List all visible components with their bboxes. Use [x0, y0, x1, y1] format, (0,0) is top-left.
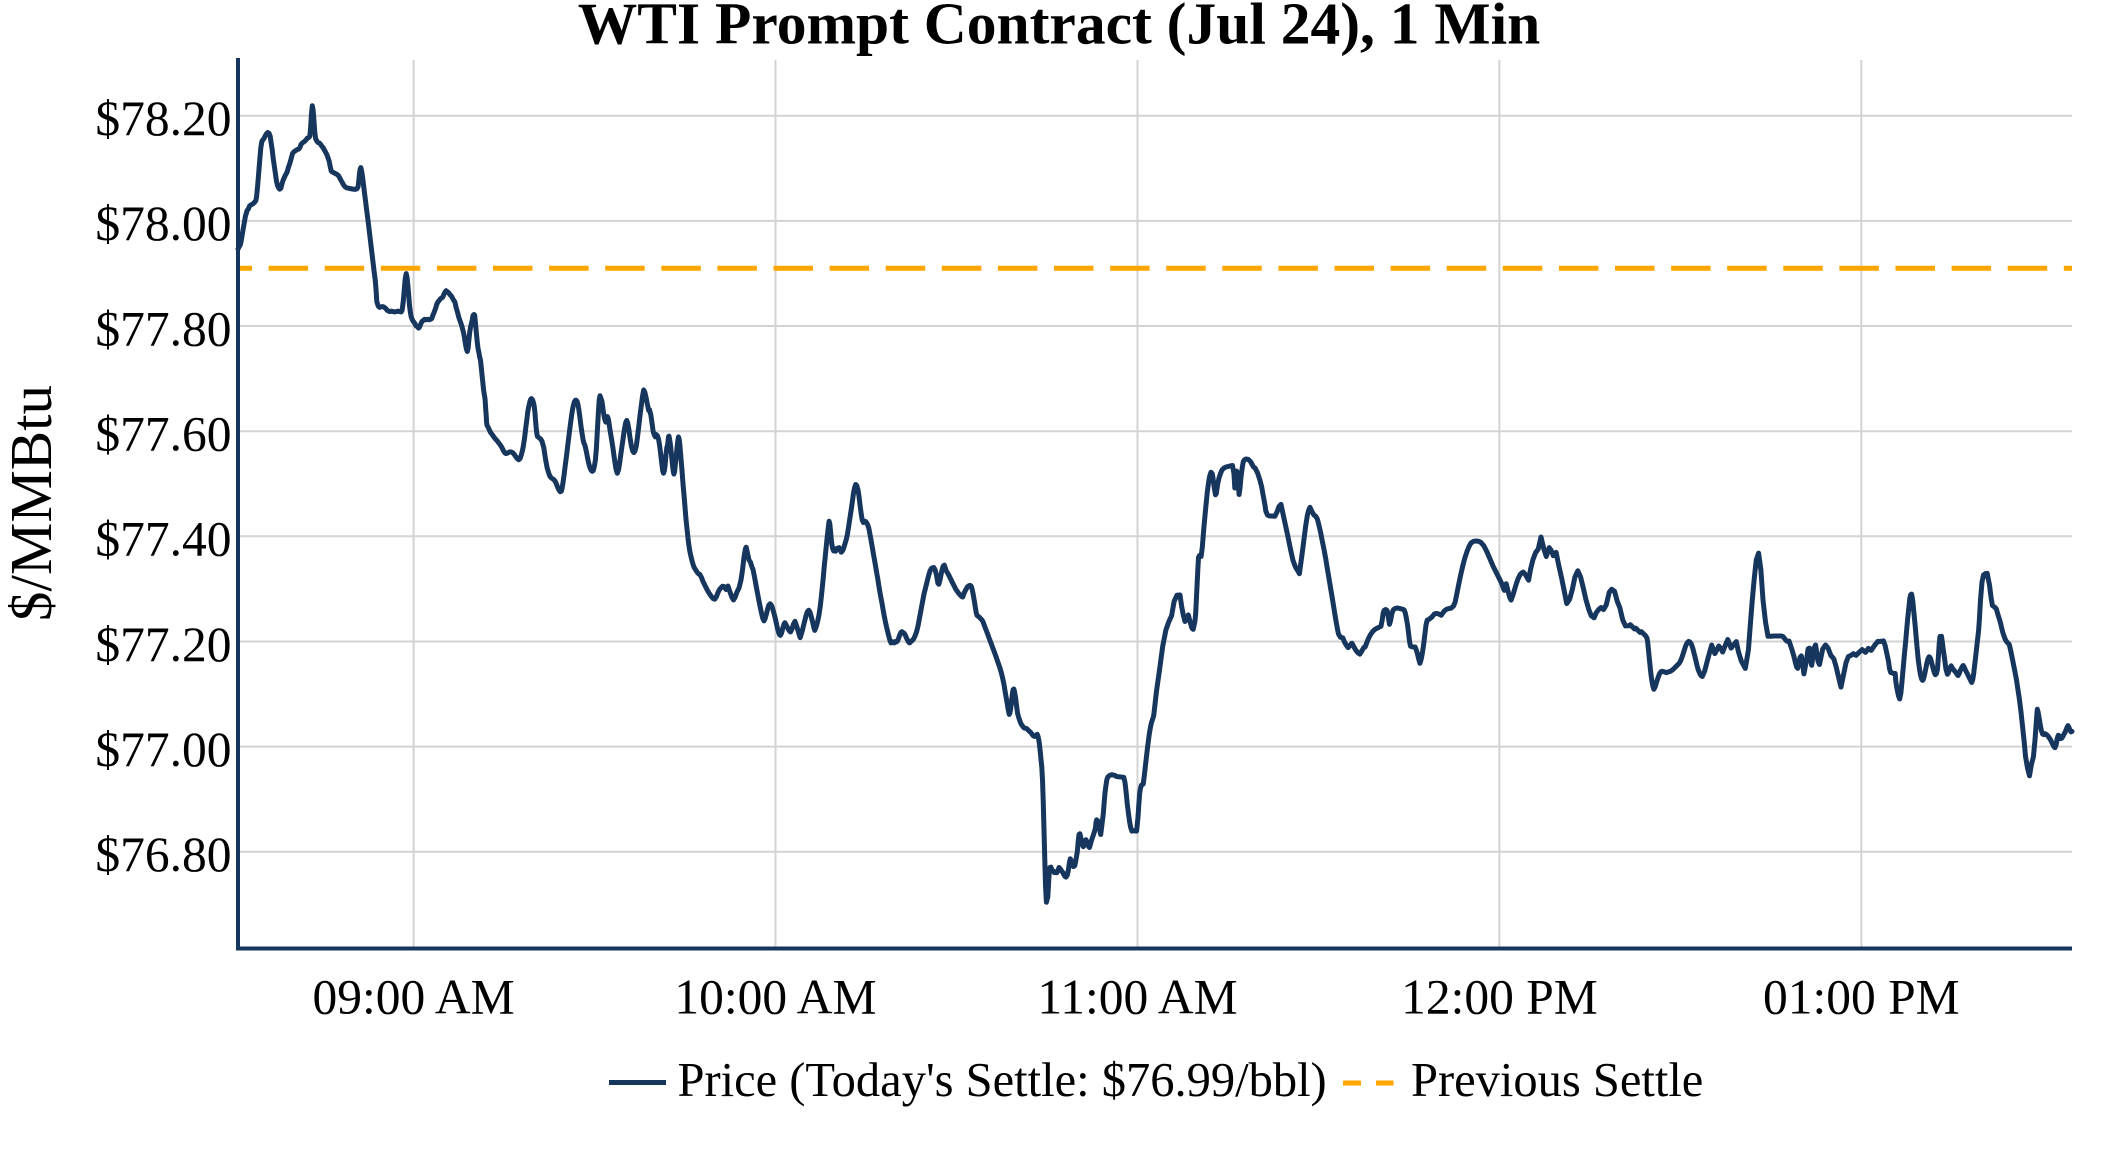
svg-text:09:00 AM: 09:00 AM: [313, 970, 515, 1025]
svg-text:$77.20: $77.20: [95, 617, 231, 672]
svg-text:$/MMBtu: $/MMBtu: [0, 385, 64, 621]
svg-text:WTI Prompt Contract (Jul 24),: WTI Prompt Contract (Jul 24), 1 Min: [578, 0, 1540, 57]
svg-text:$77.40: $77.40: [95, 512, 231, 567]
svg-text:$77.60: $77.60: [95, 407, 231, 462]
svg-text:$77.00: $77.00: [95, 722, 231, 777]
svg-text:Price (Today's Settle: $76.99/: Price (Today's Settle: $76.99/bbl): [678, 1054, 1327, 1107]
svg-text:01:00 PM: 01:00 PM: [1763, 970, 1960, 1025]
svg-text:Previous Settle: Previous Settle: [1411, 1054, 1703, 1107]
svg-text:10:00 AM: 10:00 AM: [674, 970, 876, 1025]
svg-text:$77.80: $77.80: [95, 301, 231, 356]
svg-text:$76.80: $76.80: [95, 827, 231, 882]
svg-text:$78.20: $78.20: [95, 91, 231, 146]
svg-text:$78.00: $78.00: [95, 196, 231, 251]
svg-text:12:00 PM: 12:00 PM: [1401, 970, 1598, 1025]
svg-text:11:00 AM: 11:00 AM: [1037, 970, 1237, 1025]
